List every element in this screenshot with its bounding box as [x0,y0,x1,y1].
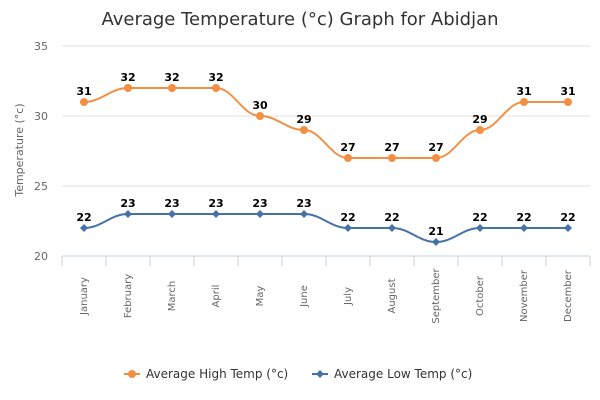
data-label: 22 [560,211,575,224]
data-point-diamond[interactable] [256,210,264,218]
x-tick-label: September [431,267,442,323]
data-label: 31 [76,85,91,98]
series-low [80,210,572,246]
data-label: 31 [560,85,575,98]
legend-label: Average High Temp (°c) [146,367,288,381]
legend: Average High Temp (°c) Average Low Temp (… [124,367,472,381]
data-point-diamond[interactable] [300,210,308,218]
legend-marker-diamond [316,370,324,378]
data-label: 22 [76,211,91,224]
data-label: 23 [120,197,135,210]
data-label: 23 [252,197,267,210]
series [80,84,572,246]
data-point-diamond[interactable] [564,224,572,232]
x-tick-label: January [79,277,90,316]
data-label: 27 [428,141,443,154]
y-tick-label: 30 [34,110,48,123]
data-label: 23 [164,197,179,210]
legend-item-low[interactable]: Average Low Temp (°c) [312,367,472,381]
data-point-diamond[interactable] [124,210,132,218]
y-tick-label: 25 [34,180,48,193]
x-tick-label: August [387,278,398,313]
x-tick-label: November [519,269,530,322]
data-point-circle[interactable] [564,98,572,106]
data-label: 21 [428,225,443,238]
data-label: 32 [164,71,179,84]
x-tick-label: February [123,274,134,318]
data-point-circle[interactable] [256,112,264,120]
data-point-circle[interactable] [476,126,484,134]
data-label: 32 [208,71,223,84]
legend-label: Average Low Temp (°c) [334,367,472,381]
y-tick-label: 35 [34,40,48,53]
data-point-circle[interactable] [388,154,396,162]
y-axis-ticks: 20 25 30 35 [34,40,48,263]
data-label: 29 [296,113,311,126]
series-line [83,213,568,244]
legend-item-high[interactable]: Average High Temp (°c) [124,367,288,381]
data-point-circle[interactable] [124,84,132,92]
y-tick-label: 20 [34,250,48,263]
data-point-circle[interactable] [344,154,352,162]
data-point-diamond[interactable] [80,224,88,232]
data-point-circle[interactable] [432,154,440,162]
x-tick-label: May [255,286,266,307]
data-label: 27 [340,141,355,154]
data-label: 22 [384,211,399,224]
data-label: 32 [120,71,135,84]
chart-title: Average Temperature (°c) Graph for Abidj… [101,9,498,30]
data-label: 27 [384,141,399,154]
x-tick-label: March [167,281,178,311]
data-label: 30 [252,99,268,112]
series-line [83,86,568,160]
x-axis: January February March April May June July Augu… [61,255,591,324]
data-point-diamond[interactable] [212,210,220,218]
data-label: 23 [208,197,223,210]
legend-marker-circle [128,370,136,378]
data-label: 29 [472,113,487,126]
series-high [80,84,572,162]
grid [62,45,590,257]
data-label: 22 [340,211,355,224]
x-tick-label: July [343,287,354,306]
data-point-circle[interactable] [300,126,308,134]
data-point-diamond[interactable] [432,238,440,246]
data-label: 22 [516,211,531,224]
x-tick-label: June [299,285,310,308]
data-label: 31 [516,85,531,98]
data-labels: 31 32 32 32 30 29 27 27 27 29 31 31 22 23 23 23 23 23 22 22… [76,71,575,238]
x-tick-label: December [563,269,574,322]
data-point-diamond[interactable] [388,224,396,232]
data-label: 23 [296,197,311,210]
data-label: 22 [472,211,487,224]
data-point-circle[interactable] [168,84,176,92]
data-point-circle[interactable] [520,98,528,106]
data-point-diamond[interactable] [168,210,176,218]
x-tick-label: October [475,275,486,316]
data-point-circle[interactable] [212,84,220,92]
x-tick-label: April [211,285,222,308]
data-point-diamond[interactable] [344,224,352,232]
data-point-diamond[interactable] [520,224,528,232]
data-point-diamond[interactable] [476,224,484,232]
data-point-circle[interactable] [80,98,88,106]
y-axis-label: Temperature (°c) [13,103,26,197]
